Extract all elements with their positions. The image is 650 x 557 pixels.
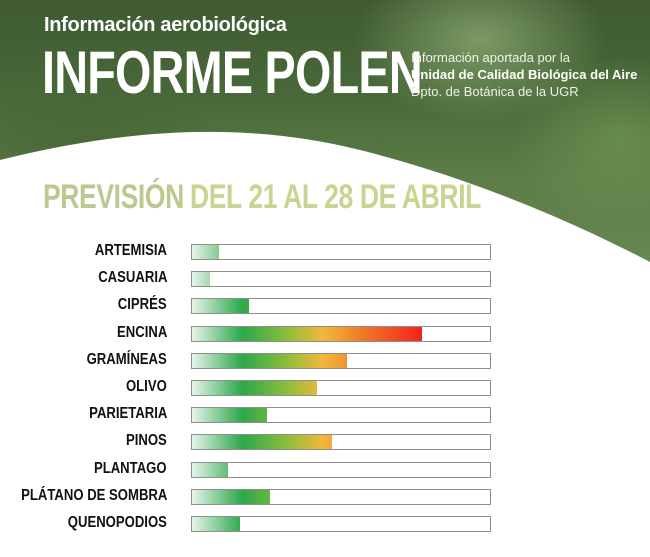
pollen-level-bar: [191, 353, 491, 369]
pollen-row: PLÁTANO DE SOMBRA: [0, 487, 650, 506]
pollen-row: PINOS: [0, 432, 650, 451]
pollen-row: QUENOPODIOS: [0, 514, 650, 533]
pollen-level-fill: [192, 354, 347, 368]
pollen-level-fill: [192, 517, 240, 531]
pollen-name: GRAMÍNEAS: [86, 351, 167, 368]
pollen-row: CASUARIA: [0, 269, 650, 288]
pollen-level-fill: [192, 435, 333, 449]
pollen-level-bar: [191, 434, 491, 450]
pollen-name: PINOS: [126, 432, 167, 449]
source-line-2: Unidad de Calidad Biológica del Aire: [411, 67, 638, 82]
pollen-level-bar: [191, 407, 491, 423]
source-line-1: Información aportada por la: [411, 50, 570, 65]
pollen-row: OLIVO: [0, 378, 650, 397]
pollen-level-bar: [191, 516, 491, 532]
pollen-row: GRAMÍNEAS: [0, 351, 650, 370]
report-title: INFORME POLEN: [42, 39, 423, 106]
pollen-row: PLANTAGO: [0, 460, 650, 479]
pollen-level-fill: [192, 408, 267, 422]
source-line-3: Dpto. de Botánica de la UGR: [411, 84, 579, 99]
pollen-name: CIPRÉS: [118, 296, 167, 313]
pollen-name: OLIVO: [126, 378, 167, 395]
pollen-name: CASUARIA: [97, 269, 167, 286]
pollen-row: ENCINA: [0, 324, 650, 343]
pollen-level-fill: [192, 381, 318, 395]
forecast-date-range: DEL 21 AL 28 DE ABRIL: [190, 178, 481, 216]
pollen-name: ARTEMISIA: [94, 242, 167, 259]
pollen-level-bar: [191, 244, 491, 260]
pollen-level-fill: [192, 463, 228, 477]
pollen-level-fill: [192, 272, 210, 286]
pollen-level-bar: [191, 462, 491, 478]
pollen-name: PLANTAGO: [94, 460, 167, 477]
pollen-name: QUENOPODIOS: [67, 514, 167, 531]
pollen-row: PARIETARIA: [0, 405, 650, 424]
pollen-level-fill: [192, 299, 249, 313]
pollen-level-bar: [191, 298, 491, 314]
pollen-row: ARTEMISIA: [0, 242, 650, 261]
pollen-name: PARIETARIA: [88, 405, 167, 422]
pollen-name: ENCINA: [116, 324, 167, 341]
pollen-level-bar: [191, 489, 491, 505]
pollen-level-bar: [191, 326, 491, 342]
pollen-row: CIPRÉS: [0, 296, 650, 315]
source-info: Información aportada por la Unidad de Ca…: [411, 49, 637, 100]
pollen-level-bar: [191, 380, 491, 396]
pollen-level-fill: [192, 245, 219, 259]
pollen-level-bar: [191, 271, 491, 287]
pollen-name: PLÁTANO DE SOMBRA: [20, 487, 167, 504]
pollen-level-fill: [192, 490, 270, 504]
pollen-level-fill: [192, 327, 422, 341]
forecast-label: PREVISIÓN: [43, 178, 184, 216]
report-subtitle: Información aerobiológica: [44, 14, 287, 36]
